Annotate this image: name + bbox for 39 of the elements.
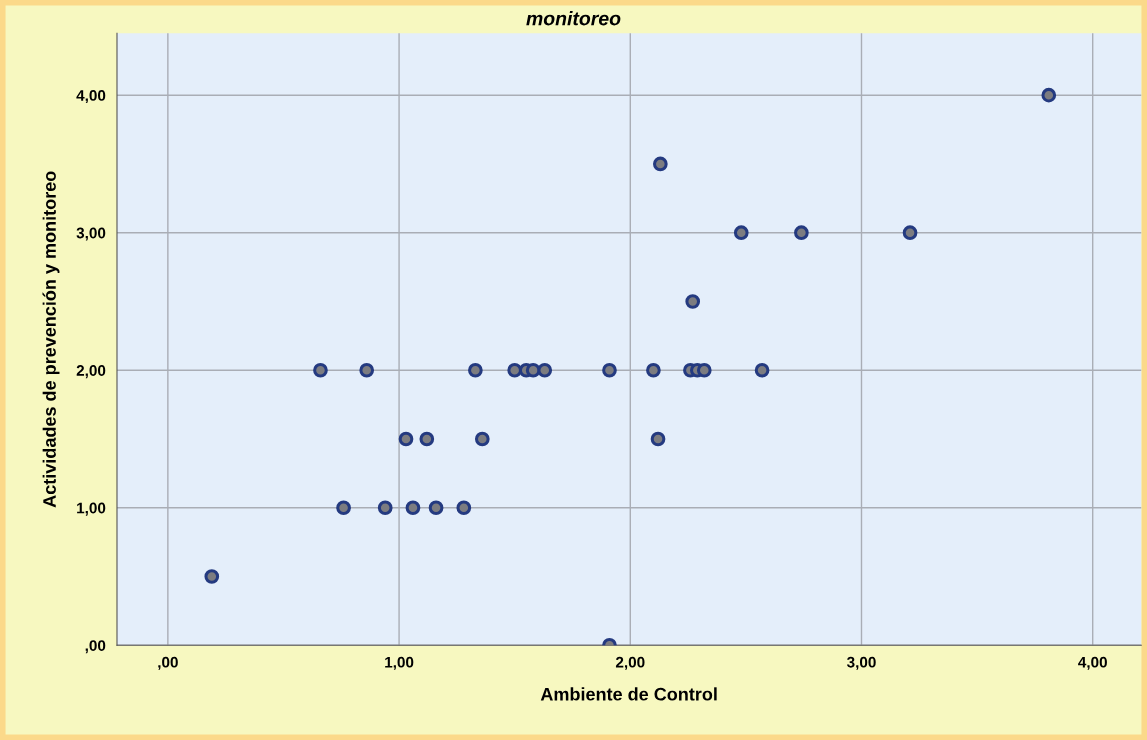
- x-tick-label: 3,00: [846, 656, 876, 670]
- x-tick-label: 2,00: [615, 656, 645, 670]
- y-tick-label: ,00: [85, 640, 106, 654]
- y-tick-label: 4,00: [76, 90, 106, 104]
- point: [428, 500, 444, 516]
- point: [754, 362, 770, 378]
- point: [525, 362, 541, 378]
- point: [468, 362, 483, 378]
- point: [646, 362, 661, 378]
- y-tick-label: 1,00: [77, 502, 106, 516]
- x-tick-label: 1,00: [385, 656, 414, 670]
- point: [653, 156, 668, 172]
- point: [204, 569, 220, 584]
- point: [398, 431, 414, 447]
- x-tick-label: ,00: [158, 656, 178, 670]
- x-tick-label: 4,00: [1078, 656, 1107, 670]
- point: [1041, 87, 1057, 103]
- y-tick-label: 2,00: [76, 365, 106, 379]
- point: [733, 225, 749, 241]
- point: [650, 431, 666, 447]
- point: [696, 362, 712, 378]
- point: [377, 500, 393, 516]
- point: [602, 362, 617, 378]
- point: [313, 362, 328, 378]
- y-axis-title: Actividades de prevención y monitoreo: [42, 171, 60, 508]
- chart-title: monitoreo: [526, 11, 621, 26]
- point: [456, 500, 472, 516]
- x-axis-title: Ambiente de Control: [540, 687, 717, 701]
- point: [474, 431, 490, 447]
- point: [902, 225, 918, 241]
- point: [419, 431, 435, 447]
- point: [794, 225, 809, 241]
- point: [336, 500, 351, 516]
- point: [537, 362, 553, 378]
- point: [359, 362, 375, 378]
- point: [405, 500, 421, 516]
- y-tick-label: 3,00: [76, 227, 106, 241]
- point: [507, 362, 523, 378]
- point: [685, 294, 701, 309]
